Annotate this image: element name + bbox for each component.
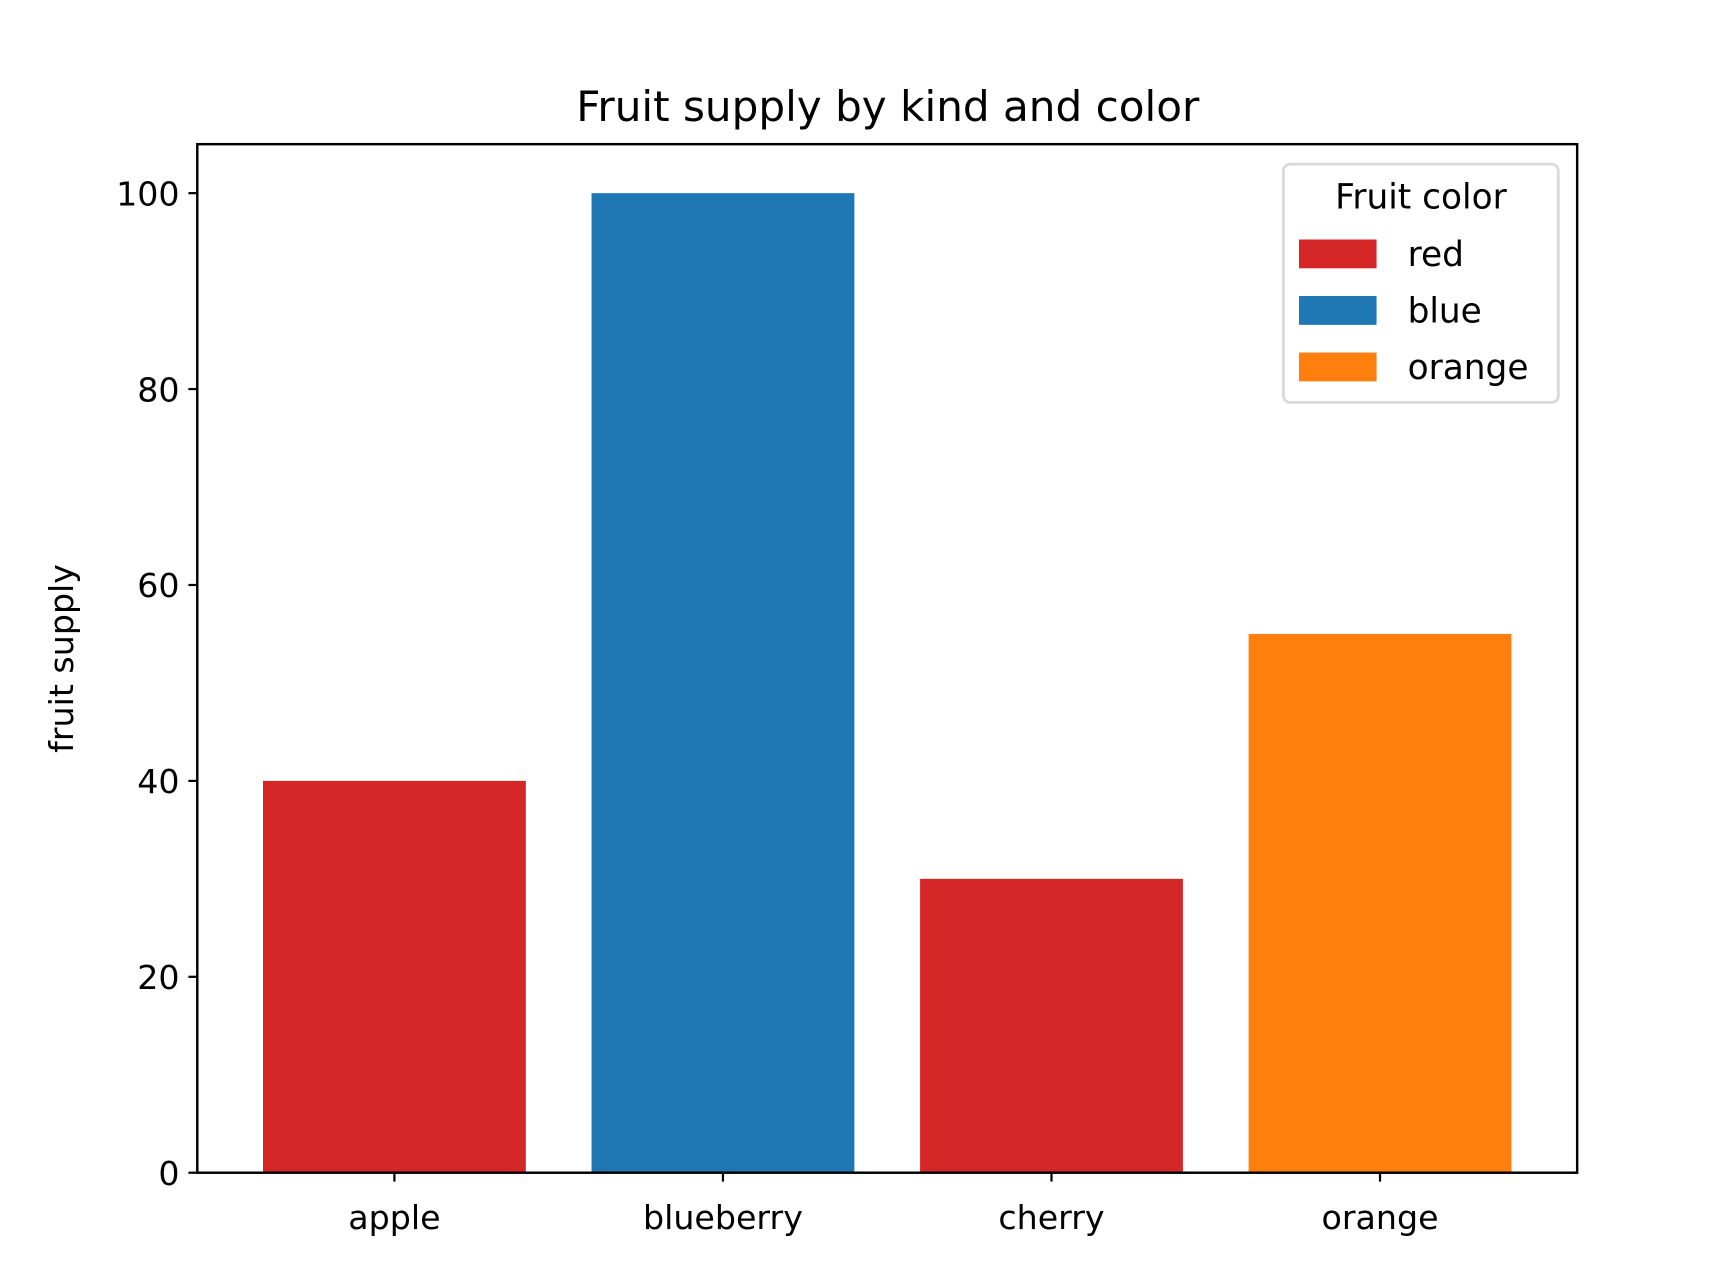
y-tick-label: 40 bbox=[137, 762, 179, 801]
y-axis-label: fruit supply bbox=[42, 564, 81, 753]
x-tick-label: cherry bbox=[998, 1198, 1104, 1237]
legend-label: red bbox=[1408, 235, 1464, 275]
legend: Fruit color red blue orange bbox=[1282, 162, 1560, 404]
x-tick-label: apple bbox=[348, 1198, 440, 1237]
legend-title: Fruit color bbox=[1335, 177, 1508, 217]
x-tick-label: orange bbox=[1322, 1198, 1439, 1237]
bar-blueberry bbox=[591, 193, 855, 1173]
y-tick-label: 100 bbox=[116, 174, 179, 213]
legend-swatch-orange bbox=[1298, 352, 1377, 382]
bar-apple bbox=[262, 780, 526, 1173]
y-tick-label: 20 bbox=[137, 958, 179, 997]
legend-box bbox=[1282, 162, 1560, 404]
y-tick-label: 0 bbox=[158, 1154, 179, 1193]
y-tick-label: 80 bbox=[137, 370, 179, 409]
bar-orange bbox=[1248, 633, 1512, 1173]
legend-swatch-blue bbox=[1298, 296, 1377, 325]
legend-label: orange bbox=[1408, 348, 1529, 388]
y-tick-label: 60 bbox=[137, 566, 179, 605]
axes-frame bbox=[196, 142, 1579, 1174]
legend-label: blue bbox=[1408, 292, 1482, 332]
x-tick-label: blueberry bbox=[643, 1198, 803, 1237]
bar-cherry bbox=[920, 878, 1183, 1173]
legend-swatch-red bbox=[1298, 239, 1377, 269]
chart-title: Fruit supply by kind and color bbox=[576, 82, 1200, 131]
